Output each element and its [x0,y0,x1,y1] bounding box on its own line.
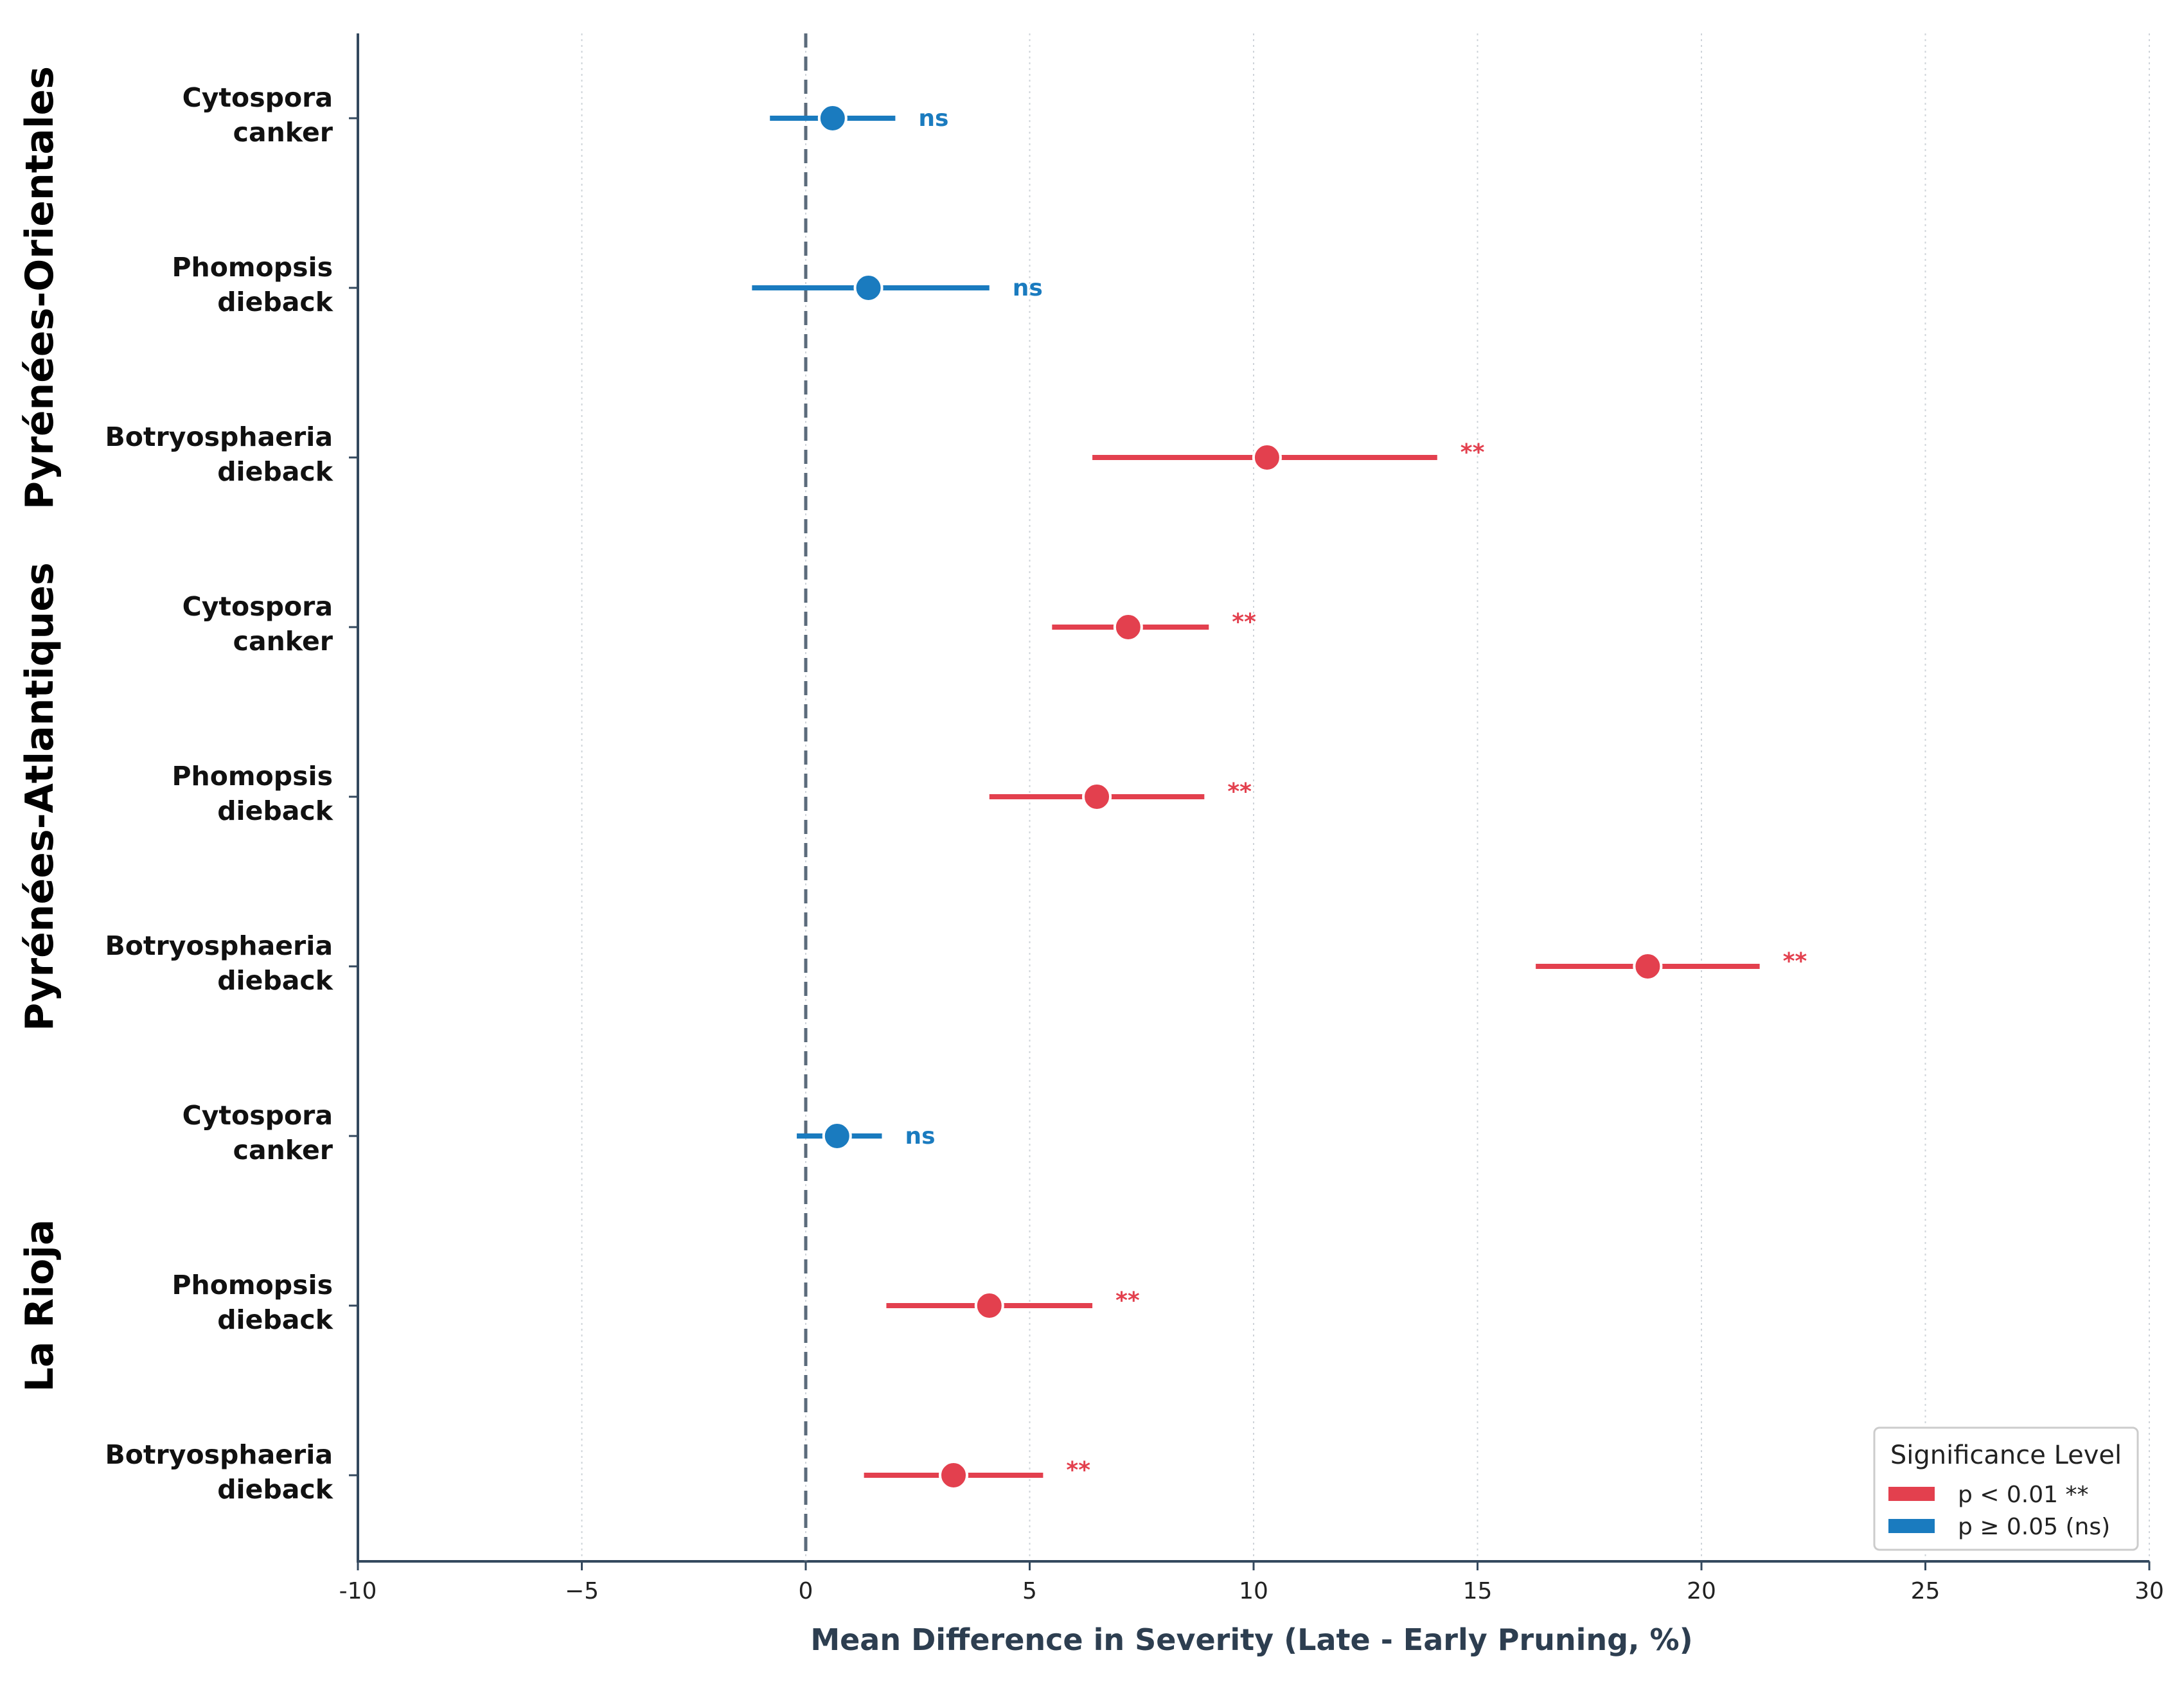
significance-label: ** [1227,779,1252,805]
significance-label: ** [1115,1288,1140,1314]
x-tick-label: 25 [1911,1578,1940,1604]
x-tick-label: 30 [2135,1578,2164,1604]
data-row: Cytospora canker ** [182,591,1257,657]
legend-entry-label: p < 0.01 ** [1958,1482,2089,1508]
mean-point [1082,782,1112,812]
mean-point [1113,612,1143,642]
y-tick-label-line1: Phomopsis [172,252,333,283]
y-tick-label-line2: dieback [217,1304,334,1335]
significance-label: ns [1013,275,1043,301]
y-tick-label-line1: Botryosphaeria [105,422,333,452]
y-tick-label-line1: Phomopsis [172,761,333,792]
data-row: Botryosphaeria dieback ** [105,422,1485,487]
significance-label: ** [1460,439,1485,466]
significance-label: ** [1066,1457,1090,1484]
y-tick-label-line1: Botryosphaeria [105,1439,333,1470]
group-label: Pyrénées-Orientales [17,66,62,510]
legend-entry-label: p ≥ 0.05 (ns) [1958,1514,2110,1540]
data-row: Phomopsis dieback ns [172,252,1042,317]
y-tick-label-line2: canker [233,1135,333,1166]
group-labels: Pyrénées-Orientales Pyrénées-Atlantiques L… [17,66,62,1392]
data-row: Cytospora canker ns [182,82,949,148]
data-row: Botryosphaeria dieback ** [105,930,1807,996]
y-tick-label-line2: dieback [217,287,334,317]
significance-label: ** [1232,609,1256,635]
group-label: Pyrénées-Atlantiques [17,562,62,1031]
x-tick-label: 5 [1022,1578,1037,1604]
significance-label: ns [905,1123,935,1149]
y-tick-label-line2: dieback [217,456,334,487]
legend-swatch [1888,1487,1935,1501]
mean-point [817,103,848,133]
data-row: Cytospora canker ns [182,1100,936,1166]
y-tick-label-line1: Cytospora [182,82,333,113]
x-tick-label: 0 [799,1578,813,1604]
y-tick-label-line1: Botryosphaeria [105,930,333,961]
group-label: La Rioja [17,1220,62,1392]
x-tick-label: 20 [1687,1578,1716,1604]
legend-box [1873,1426,2139,1551]
x-tick-label: −5 [565,1578,599,1604]
grid-lines [581,33,2150,1561]
x-axis-label: Mean Difference in Severity (Late - Earl… [810,1622,1692,1657]
axes: -10 −5 0 5 10 15 20 25 30 [339,33,2164,1604]
mean-point [974,1291,1004,1320]
mean-point [939,1460,969,1490]
mean-point [1252,443,1282,472]
legend-swatch [1888,1519,1935,1533]
mean-point [822,1121,852,1151]
data-row: Botryosphaeria dieback ** [105,1439,1091,1505]
y-tick-label-line1: Cytospora [182,1100,333,1131]
y-tick-label-line2: dieback [217,795,334,826]
y-tick-label-line2: canker [233,626,333,657]
significance-label: ** [1783,948,1807,975]
mean-point [853,273,883,303]
y-tick-label-line2: canker [233,117,333,148]
legend-title: Significance Level [1890,1441,2122,1470]
y-tick-label-line2: dieback [217,965,334,996]
y-tick-label-line1: Phomopsis [172,1270,333,1300]
x-tick-label: 10 [1239,1578,1268,1604]
x-tick-label: 15 [1463,1578,1493,1604]
legend: Significance Level p < 0.01 ** p ≥ 0.05 (n… [1873,1426,2139,1551]
data-row: Phomopsis dieback ** [172,1270,1139,1335]
x-tick-label: -10 [339,1578,377,1604]
mean-point [1633,952,1663,981]
y-tick-label-line2: dieback [217,1474,334,1505]
significance-label: ns [918,105,948,132]
y-tick-label-line1: Cytospora [182,591,333,622]
